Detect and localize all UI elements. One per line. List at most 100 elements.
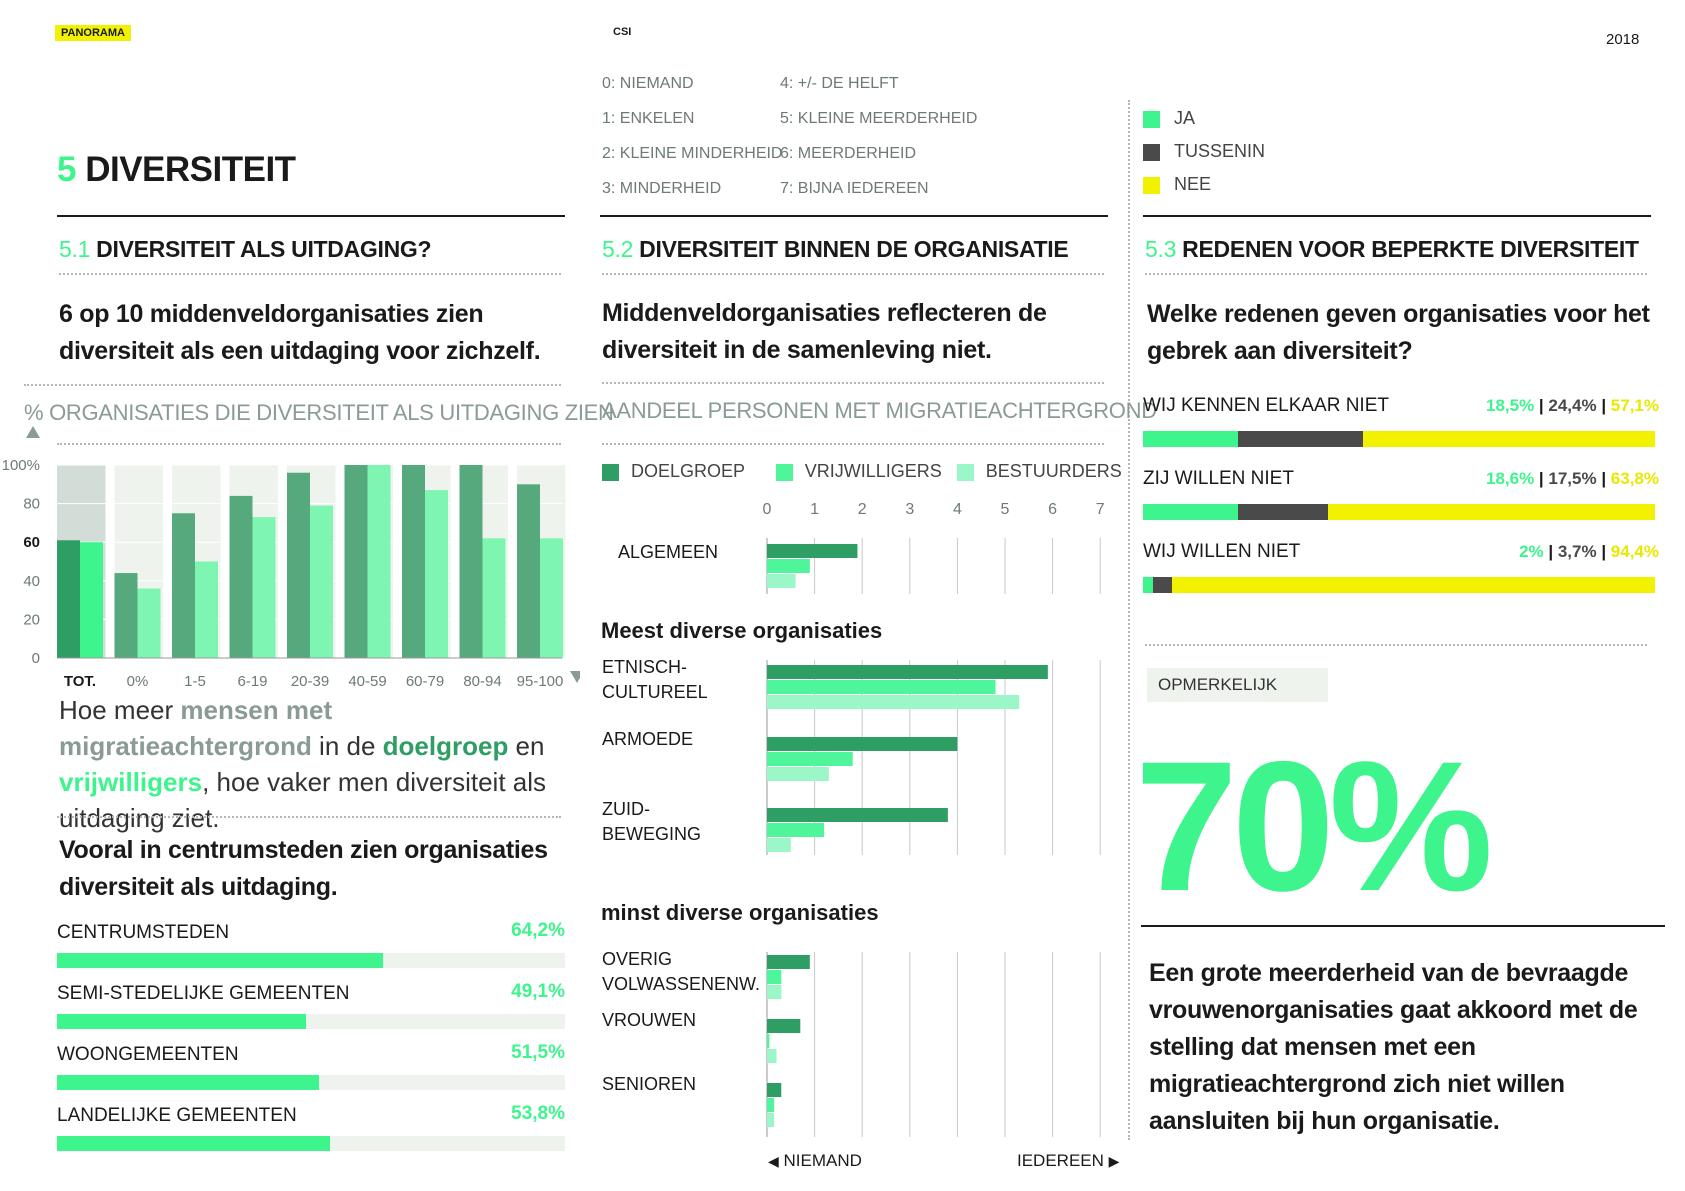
- bar-vrijwilligers: [195, 561, 218, 658]
- up-arrow-icon: [26, 426, 40, 438]
- heading-least: minst diverse organisaties: [601, 900, 879, 925]
- s51-title: 5.1 DIVERSITEIT ALS UITDAGING?: [59, 236, 432, 262]
- value-ja: 18,6%: [1485, 469, 1535, 488]
- value-nee: 94,4%: [1610, 542, 1659, 561]
- hbar-vrijwilligers: [767, 1098, 775, 1112]
- hbar-vrijwilligers: [767, 752, 853, 766]
- legend-ja: JA: [1143, 108, 1265, 141]
- page-title: 5 DIVERSITEIT: [57, 150, 296, 190]
- separator: |: [1596, 469, 1611, 488]
- x-tick-label: 6-19: [237, 673, 267, 690]
- scale-item: 0: NIEMAND: [602, 75, 694, 92]
- region-bar-fill: [57, 953, 384, 968]
- hbar-bestuurders: [767, 1049, 777, 1063]
- hbar-doelgroep: [767, 955, 810, 969]
- legend-vrijwilligers: VRIJWILLIGERS: [804, 461, 942, 481]
- s53-lead: Welke redenen geven organisaties voor he…: [1147, 300, 1650, 365]
- s52-lead: Middenveldorganisaties reflecteren de di…: [602, 299, 1047, 364]
- separator: |: [1596, 396, 1611, 415]
- segment-nee: [1362, 431, 1655, 447]
- y-tick-label: 100%: [2, 457, 40, 474]
- divider: [1145, 273, 1647, 275]
- hbar-vrijwilligers: [767, 559, 810, 573]
- separator: |: [1534, 469, 1549, 488]
- segment-ja: [1143, 577, 1154, 593]
- s52-legend: DOELGROEP VRIJWILLIGERS BESTUURDERS: [602, 461, 1122, 482]
- bar-vrijwilligers: [425, 490, 448, 658]
- opmerkelijk-badge: OPMERKELIJK: [1147, 668, 1328, 702]
- s51-lead2: Vooral in centrumsteden zien organisatie…: [59, 836, 548, 901]
- bar-doelgroep: [402, 465, 425, 658]
- region-bar-fill: [57, 1014, 307, 1029]
- scale-item: 4: +/- DE HELFT: [780, 75, 899, 92]
- bar-vrijwilligers: [540, 538, 563, 658]
- bar-doelgroep: [517, 484, 540, 658]
- region-bar-row: SEMI-STEDELIJKE GEMEENTEN 49,1%: [57, 981, 565, 1041]
- separator: |: [1596, 542, 1611, 561]
- y-tick-label: 80: [23, 496, 40, 513]
- page-title-text: DIVERSITEIT: [85, 150, 296, 189]
- value-ja: 18,5%: [1485, 396, 1535, 415]
- s53-title: 5.3 REDENEN VOOR BEPERKTE DIVERSITEIT: [1145, 236, 1639, 262]
- rule-col2: [600, 215, 1108, 217]
- x-tick-label: TOT.: [64, 673, 96, 690]
- y-tick-label: 40: [23, 573, 40, 590]
- column-divider: [1128, 100, 1130, 1140]
- y-tick-label: 20: [23, 611, 40, 628]
- region-label: SEMI-STEDELIJKE GEMEENTEN: [57, 983, 350, 1004]
- hbar-doelgroep: [767, 1083, 782, 1097]
- down-arrow-icon: [570, 671, 580, 683]
- value-tussenin: 17,5%: [1548, 469, 1597, 488]
- scale-item: 1: ENKELEN: [602, 110, 695, 127]
- bar-vrijwilligers: [80, 542, 103, 658]
- group-label: ZUID-: [602, 799, 650, 819]
- group-label: BEWEGING: [602, 824, 701, 844]
- region-label: LANDELIJKE GEMEENTEN: [57, 1105, 297, 1126]
- bar-doelgroep: [229, 495, 253, 658]
- region-pct: 53,8%: [511, 1103, 565, 1124]
- hbar-bestuurders: [767, 1113, 775, 1127]
- reason-stacked-bar: [1143, 431, 1655, 447]
- scale-item: 2: KLEINE MINDERHEID: [602, 145, 783, 162]
- value-nee: 57,1%: [1610, 396, 1659, 415]
- legend-doelgroep: DOELGROEP: [631, 461, 745, 481]
- reason-label: WIJ WILLEN NIET: [1143, 541, 1301, 562]
- bar-doelgroep: [344, 465, 368, 658]
- region-bar-fill: [57, 1136, 331, 1151]
- bar-vrijwilligers: [482, 538, 506, 658]
- brand-badge: PANORAMA: [55, 25, 131, 41]
- divider: [602, 443, 1104, 445]
- hbar-doelgroep: [767, 544, 858, 558]
- bar-vrijwilligers: [137, 588, 161, 658]
- group-label: VROUWEN: [602, 1010, 696, 1030]
- header-center: CSI: [613, 26, 632, 38]
- divider: [602, 273, 1104, 275]
- group-label: ETNISCH-: [602, 657, 687, 677]
- x-tick-label: 1-5: [184, 673, 206, 690]
- x-tick-label: 60-79: [406, 673, 444, 690]
- s53-statement: Een grote meerderheid van de bevraagde v…: [1149, 959, 1638, 1135]
- segment-ja: [1143, 431, 1238, 447]
- x-tick-label: 2: [858, 501, 867, 518]
- hbar-vrijwilligers: [767, 1034, 770, 1048]
- legend-tussenin: TUSSENIN: [1143, 141, 1265, 174]
- x-tick-label: 1: [810, 501, 819, 518]
- bar-doelgroep: [287, 472, 310, 658]
- reason-stacked-bar: [1143, 504, 1655, 520]
- heading-most: Meest diverse organisaties: [601, 618, 883, 643]
- x-tick-label: 0: [763, 501, 772, 518]
- reason-stacked-bar: [1143, 577, 1655, 593]
- scale-item: 3: MINDERHEID: [602, 180, 722, 197]
- segment-tussenin: [1153, 577, 1173, 593]
- hbar-doelgroep: [767, 737, 958, 751]
- bar-vrijwilligers: [310, 505, 333, 658]
- hbar-bestuurders: [767, 767, 829, 781]
- y-tick-label: 60: [23, 534, 40, 551]
- region-pct: 51,5%: [511, 1042, 565, 1063]
- s51-chart-title: % ORGANISATIES DIE DIVERSITEIT ALS UITDA…: [24, 400, 614, 425]
- segment-tussenin: [1237, 431, 1363, 447]
- rule-col3: [1143, 215, 1651, 217]
- y-tick-label: 0: [32, 650, 40, 667]
- s52-chart-title: AANDEEL PERSONEN MET MIGRATIEACHTERGROND: [602, 398, 1157, 423]
- region-bar-track: [57, 953, 565, 968]
